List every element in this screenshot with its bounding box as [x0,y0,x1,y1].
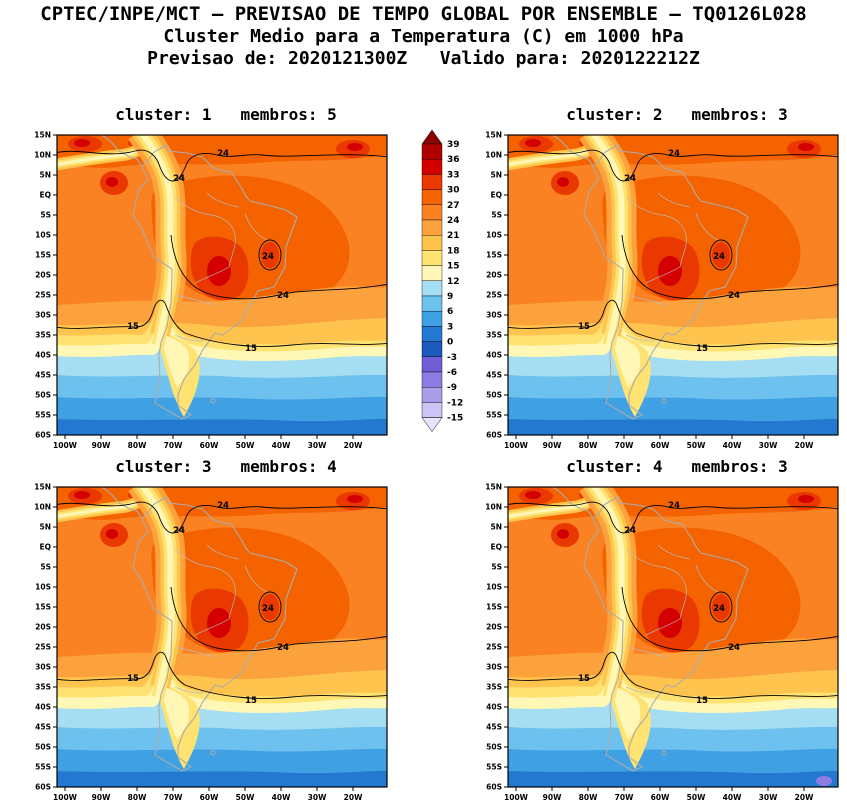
colorbar-segment [421,326,443,342]
colorbar-segment [421,341,443,358]
colorbar-label: -12 [447,398,463,408]
colorbar-segment [421,265,443,282]
colorbar-label: 21 [447,231,460,241]
cold-anomaly-spot [816,776,832,786]
colorbar-arrow-top [421,129,443,145]
colorbar-label: -15 [447,414,463,424]
colorbar-label: 30 [447,186,460,196]
colorbar-segment [421,402,443,418]
panel-cluster-2: cluster: 2 membros: 3 [480,103,846,451]
colorbar-label: 36 [447,155,460,165]
panel-cluster-3: cluster: 3 membros: 4 [29,455,395,803]
colorbar-label: 39 [447,140,460,150]
colorbar-label: 24 [447,216,460,226]
colorbar: 39 36 33 30 27 24 21 18 15 12 9 6 3 0 -3… [421,129,463,433]
colorbar-segment [421,159,443,175]
panel-title-cluster-1: cluster: 1 membros: 5 [115,105,337,124]
map-cluster-3 [29,481,395,803]
colorbar-segment [421,250,443,266]
colorbar-label: -6 [447,368,457,378]
panel-cluster-4: cluster: 4 membros: 3 [480,455,846,803]
colorbar-segment [421,174,443,190]
colorbar-label: 0 [447,338,453,348]
colorbar-label: -9 [447,383,457,393]
colorbar-segment [421,189,443,205]
map-cluster-2 [480,129,846,451]
colorbar-segment [421,310,443,327]
page-title: CPTEC/INPE/MCT — PREVISAO DE TEMPO GLOBA… [40,3,807,25]
panel-title-cluster-2: cluster: 2 membros: 3 [566,105,788,124]
colorbar-label: 15 [447,262,460,272]
colorbar-segment [421,143,443,160]
map-cluster-1 [29,129,395,451]
colorbar-segment [421,371,443,388]
colorbar-labels: 39 36 33 30 27 24 21 18 15 12 9 6 3 0 -3… [447,140,463,424]
page-subtitle: Cluster Medio para a Temperatura (C) em … [163,26,684,47]
colorbar-label: 33 [447,170,460,180]
map-cluster-4 [480,481,846,803]
colorbar-label: 12 [447,277,460,287]
colorbar-segment [421,234,443,251]
colorbar-segment [421,219,443,236]
colorbar-label: 18 [447,246,460,256]
colorbar-segment [421,204,443,221]
colorbar-segment [421,280,443,297]
colorbar-label: 27 [447,201,460,211]
panel-cluster-1: cluster: 1 membros: 5 [29,103,395,451]
colorbar-label: 3 [447,322,453,332]
colorbar-segment [421,387,443,403]
panel-title-cluster-4: cluster: 4 membros: 3 [566,457,788,476]
colorbar-segment [421,356,443,373]
colorbar-segment [421,295,443,312]
panel-title-cluster-3: cluster: 3 membros: 4 [115,457,337,476]
colorbar-label: 6 [447,307,453,317]
colorbar-label: 9 [447,292,453,302]
colorbar-label: -3 [447,353,457,363]
forecast-times: Previsao de: 2020121300Z Valido para: 20… [147,48,700,69]
colorbar-arrow-bottom [421,417,443,433]
